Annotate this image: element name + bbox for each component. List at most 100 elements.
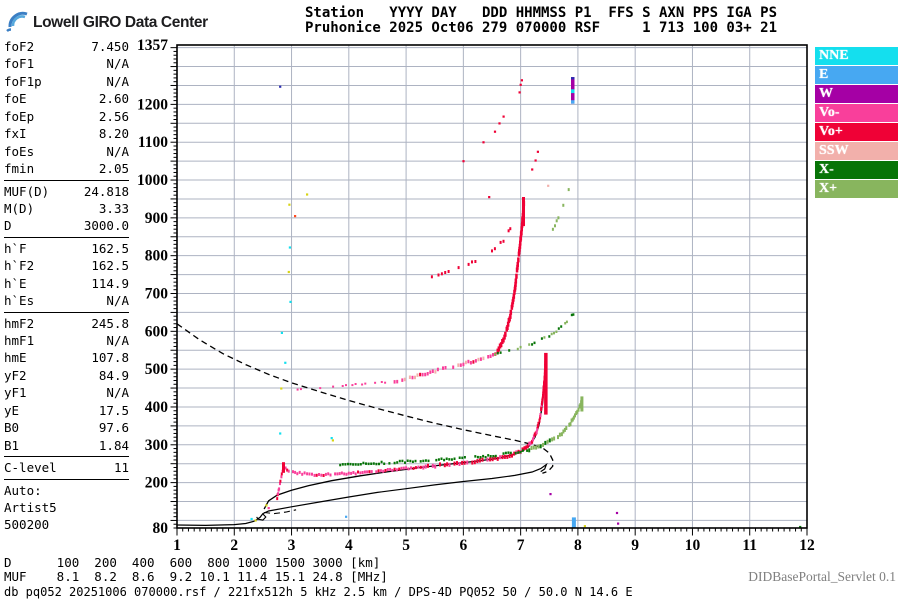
param-value: 11 bbox=[113, 460, 129, 476]
param-group: foF2 7.450 foF1 N/A foF1p N/A foE 2.60 foEp 2.56 f… bbox=[4, 38, 129, 178]
param-label: h`Es bbox=[4, 293, 35, 309]
param-value: 3.33 bbox=[98, 200, 129, 216]
station-header-line2: Pruhonice 2025 Oct06 279 070000 RSF 1 71… bbox=[305, 20, 778, 36]
param-label: foEs bbox=[4, 143, 35, 159]
param-label: foF2 bbox=[4, 39, 35, 54]
y-tick-label: 1200 bbox=[137, 96, 168, 113]
brand-title: Lowell GIRO Data Center bbox=[33, 13, 208, 31]
param-value: N/A bbox=[106, 385, 129, 401]
param-row-foF1: foF1 N/A bbox=[4, 55, 129, 72]
param-label: C-level bbox=[4, 460, 57, 476]
param-row-foF2: foF2 7.450 bbox=[4, 38, 129, 55]
x-tick-label: 11 bbox=[742, 537, 757, 554]
param-group: MUF(D) 24.818 M(D) 3.33 D 3000.0 bbox=[4, 179, 129, 235]
legend-item-x+: X+ bbox=[815, 180, 898, 198]
param-value: 97.6 bbox=[98, 420, 129, 436]
param-label: fmin bbox=[4, 161, 35, 177]
param-group: C-level 11 bbox=[4, 456, 129, 476]
param-value: 7.450 bbox=[91, 39, 129, 54]
autoscaling-line: Artist5 bbox=[4, 499, 57, 515]
measurement-status-line: db pq052 20251006 070000.rsf / 221fx512h… bbox=[4, 585, 633, 599]
x-tick-label: 3 bbox=[288, 537, 296, 554]
param-label: foF1p bbox=[4, 73, 42, 89]
param-value: 2.56 bbox=[98, 108, 129, 124]
param-row-foE: foE 2.60 bbox=[4, 90, 129, 107]
profile-curves bbox=[176, 323, 554, 527]
param-label: hmF1 bbox=[4, 333, 35, 348]
param-value: N/A bbox=[106, 73, 129, 89]
param-label: h`F bbox=[4, 240, 27, 256]
e-cusp-loop bbox=[256, 513, 267, 521]
param-row-hmF2: hmF2 245.8 bbox=[4, 315, 129, 332]
bar-W-bar-navy-cap bbox=[571, 77, 575, 80]
param-row-yF2: yF2 84.9 bbox=[4, 367, 129, 384]
autoscaling-group: Auto: Artist5 500200 bbox=[4, 478, 129, 534]
x-tick-label: 1 bbox=[173, 537, 181, 554]
y-tick-label: 700 bbox=[145, 285, 169, 302]
param-value: 3000.0 bbox=[83, 218, 129, 234]
y-tick-label: 300 bbox=[145, 437, 169, 454]
param-group: h`F 162.5 h`F2 162.5 h`E 114.9 h`Es N/A bbox=[4, 236, 129, 310]
param-value: 162.5 bbox=[91, 258, 129, 274]
x-tick-label: 5 bbox=[402, 537, 410, 554]
param-value: 2.60 bbox=[98, 91, 129, 107]
autoscaling-line: Auto: bbox=[4, 482, 42, 498]
param-value: 107.8 bbox=[91, 350, 129, 366]
y-tick-label: 80 bbox=[153, 520, 169, 537]
param-value: 2.05 bbox=[98, 161, 129, 177]
vertical-echo-bars bbox=[282, 77, 584, 528]
trace-F2-X-asymptote-sparse bbox=[551, 188, 570, 231]
param-label: B0 bbox=[4, 420, 20, 436]
param-row-fxI: fxI 8.20 bbox=[4, 125, 129, 142]
param-value: 24.818 bbox=[83, 183, 129, 199]
axis-ticks bbox=[170, 47, 808, 536]
bar-E-bottom-bar bbox=[571, 517, 576, 528]
param-label: hmF2 bbox=[4, 315, 35, 331]
bar-F1-O-start-blob bbox=[282, 462, 285, 473]
legend-item-ssw: SSW bbox=[815, 142, 898, 160]
param-label: yE bbox=[4, 402, 20, 418]
bar-W-bar-e-seg bbox=[571, 100, 575, 104]
param-value: 245.8 bbox=[91, 315, 129, 331]
muf-row: MUF 8.1 8.2 8.6 9.2 10.1 11.4 15.1 24.8 … bbox=[4, 568, 388, 584]
param-row-yE: yE 17.5 bbox=[4, 402, 129, 419]
bar-F1-O-spike bbox=[544, 352, 548, 415]
param-row-B0: B0 97.6 bbox=[4, 419, 129, 436]
param-row-MUF(D): MUF(D) 24.818 bbox=[4, 183, 129, 200]
plot-frame bbox=[176, 44, 808, 529]
param-value: 8.20 bbox=[98, 126, 129, 142]
x-tick-label: 12 bbox=[799, 537, 815, 554]
noise-specks bbox=[250, 79, 802, 529]
y-tick-label: 800 bbox=[145, 248, 169, 265]
echo-type-legend: NNE E W Vo- Vo+ SSW X- X+ bbox=[815, 47, 898, 199]
trace-F3-O-trace bbox=[430, 227, 512, 279]
station-header-line1: Station YYYY DAY DDD HHMMSS P1 FFS S AXN… bbox=[305, 5, 778, 21]
param-value: 162.5 bbox=[91, 240, 129, 256]
y-tick-label: 1357 bbox=[137, 37, 168, 54]
y-tick-label: 200 bbox=[145, 475, 169, 492]
param-label: B1 bbox=[4, 437, 20, 453]
param-label: foF1 bbox=[4, 56, 35, 72]
x-tick-label: 2 bbox=[230, 537, 238, 554]
param-label: yF1 bbox=[4, 385, 27, 401]
y-tick-label: 1100 bbox=[138, 134, 168, 151]
bar-F1-X-spike bbox=[580, 396, 584, 412]
brand: Lowell GIRO Data Center bbox=[6, 7, 213, 38]
param-row-hmF1: hmF1 N/A bbox=[4, 332, 129, 349]
trace-F2-X-band bbox=[493, 313, 575, 356]
x-tick-label: 9 bbox=[631, 537, 639, 554]
param-value: 84.9 bbox=[98, 367, 129, 383]
param-row-M(D): M(D) 3.33 bbox=[4, 200, 129, 217]
trace-F2-O-flat-sparse bbox=[296, 381, 387, 391]
param-label: foEp bbox=[4, 108, 35, 124]
trace-F1-O-trace-low bbox=[276, 465, 422, 501]
y-tick-label: 600 bbox=[145, 323, 169, 340]
legend-item-w: W bbox=[815, 85, 898, 103]
echo-traces bbox=[276, 188, 583, 501]
param-value: N/A bbox=[106, 56, 129, 72]
trace-F1-X-trace-high bbox=[528, 399, 583, 453]
y-tick-label: 1000 bbox=[137, 172, 168, 189]
dmuf-table: D 100 200 400 600 800 1000 1500 3000 [km… bbox=[4, 556, 388, 583]
trace-F1-X-trace-low bbox=[339, 449, 529, 467]
